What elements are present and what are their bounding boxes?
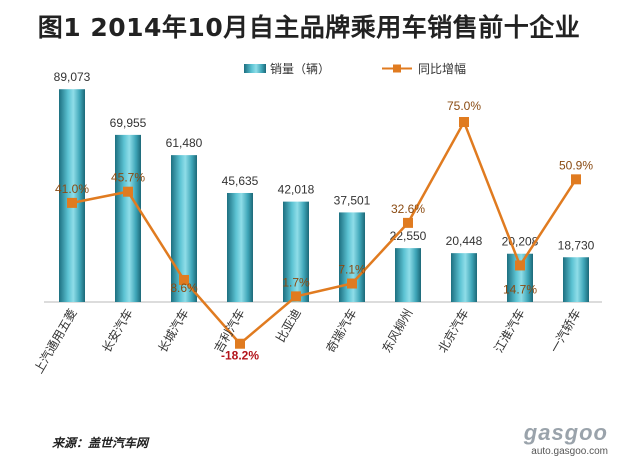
growth-value-label: 45.7% [111,171,145,185]
bar-value-label: 42,018 [278,183,315,197]
category-label: 长城汽车 [155,306,192,355]
growth-value-label: 50.9% [559,158,593,172]
growth-value-label: 14.7% [503,282,537,296]
watermark-logo: gasgoo [523,420,608,445]
growth-point [459,117,469,127]
watermark: gasgoo auto.gasgoo.com [524,420,608,457]
chart-title: 图1 2014年10月自主品牌乘用车销售前十企业 [37,13,581,42]
bar-value-label: 37,501 [334,193,371,207]
category-label: 上汽通用五菱 [31,306,80,376]
growth-point [571,174,581,185]
growth-value-label: -18.2% [221,349,259,363]
growth-point [347,278,357,289]
legend-line-label: 同比增幅 [418,61,466,76]
bar [339,212,365,302]
growth-point [235,338,245,349]
bar-value-label: 18,730 [558,238,595,252]
category-label: 奇瑞汽车 [323,306,360,355]
growth-point [123,186,133,197]
bar [115,134,141,302]
bar-value-label: 20,448 [446,234,483,248]
watermark-url: auto.gasgoo.com [531,446,608,457]
bar-value-label: 61,480 [166,136,203,150]
category-label: 北京汽车 [435,306,472,355]
growth-value-label: 8.6% [170,281,198,295]
legend-bar-swatch [244,64,266,73]
category-label: 长安汽车 [99,306,136,355]
growth-point [67,197,77,208]
growth-value-label: 32.6% [391,202,425,216]
bar [451,253,477,302]
growth-point [403,217,413,228]
growth-point [179,274,189,285]
bar [563,257,589,302]
bar-value-label: 89,073 [54,70,91,84]
category-label: 一汽轿车 [547,306,584,355]
growth-value-label: 75.0% [447,99,481,113]
legend: 销量（辆） 同比增幅 [244,61,466,76]
bar-value-label: 69,955 [110,116,147,130]
legend-line-marker [393,64,401,73]
bar [227,192,253,302]
bar-value-label: 45,635 [222,174,259,188]
category-label: 东风柳州 [379,307,415,356]
growth-point [291,291,301,302]
legend-bar-label: 销量（辆） [270,62,330,76]
growth-value-label: 41.0% [55,182,89,196]
source-note: 来源：盖世汽车网 [52,436,149,450]
growth-value-label: 1.7% [282,275,310,289]
bar [283,201,309,302]
growth-point [515,260,525,271]
bar [395,248,421,302]
growth-line [71,119,578,346]
growth-value-label: 7.1% [338,263,366,277]
bar [59,89,85,302]
category-label: 江淮汽车 [491,306,528,355]
